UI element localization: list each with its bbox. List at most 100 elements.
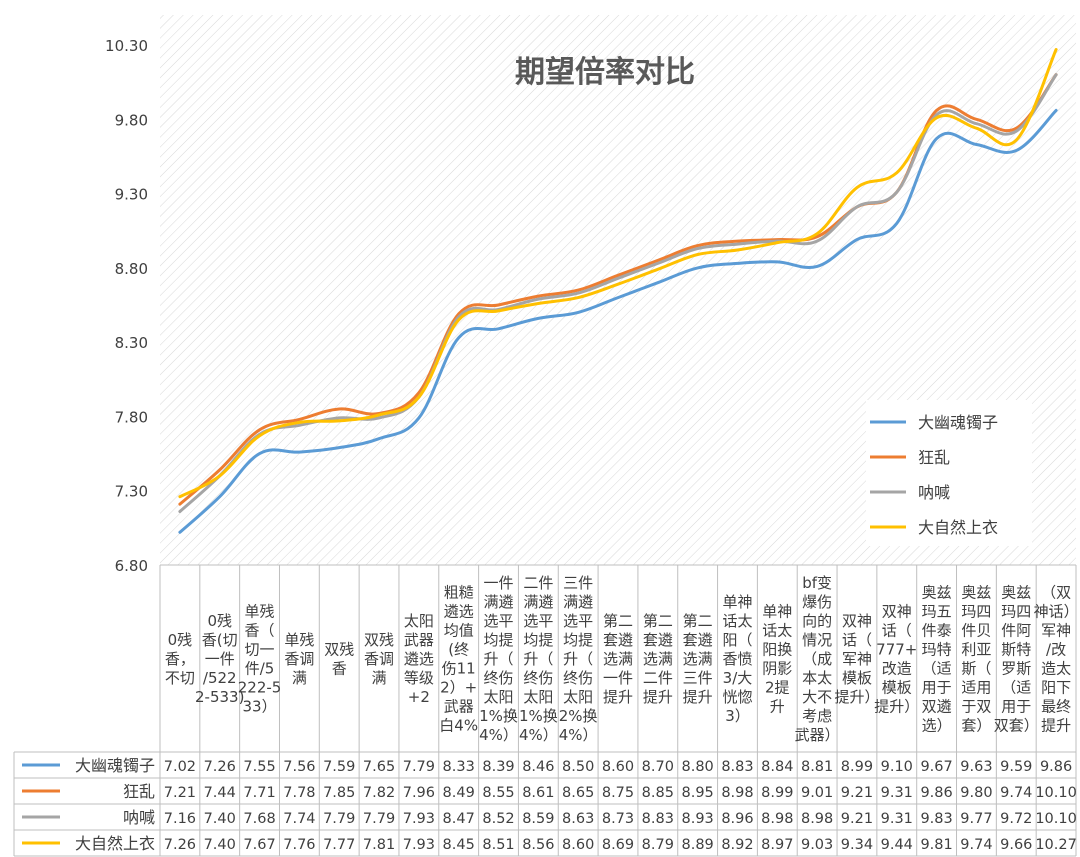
table-cell-value: 8.80 [682,759,714,775]
y-tick-label: 7.30 [115,483,148,501]
table-cell-value: 8.95 [682,785,714,801]
table-cell-value: 8.79 [642,837,674,853]
table-cell-value: 9.34 [841,837,873,853]
x-category-label-line: 情况 [802,631,832,649]
x-category-label-line: 提升 [643,688,673,706]
x-category-label-line: 用于 [922,679,952,697]
table-cell-value: 9.03 [801,837,833,853]
table-cell-value: 10.27 [1035,837,1077,853]
x-category-label-line: 套遴 [683,631,713,649]
table-cell-value: 9.72 [1000,811,1032,827]
x-category-label: 单残香调满 [284,631,314,687]
x-category-label-line: 白4% [439,717,478,735]
x-category-label-line: 不切 [165,669,195,687]
x-category-label-line: 香 [332,660,347,678]
table-cell-value: 8.60 [602,759,634,775]
table-cell-value: 7.76 [283,837,315,853]
table-cell-value: 9.83 [920,811,952,827]
x-category-label-line: 阳（ [722,631,752,649]
x-category-label-line: 均提 [484,631,514,649]
legend-background [866,400,1032,546]
x-category-label: 双残香调满 [364,631,394,687]
y-tick-label: 9.80 [115,111,148,129]
x-category-label-line: 满遴 [563,593,593,611]
x-category-label-line: 2-533) [195,688,244,706]
x-category-label-line: 选满 [603,650,633,668]
x-category-label: 双神话（军神模板提升） [834,612,879,706]
x-category-label-line: 提升 [683,688,713,706]
x-category-label-line: 斯（ [961,660,991,678]
x-category-label-line: 2%换 [559,707,598,725]
x-category-label-line: 套） [961,717,991,735]
x-category-label-line: 奥兹 [922,584,952,602]
x-category-label-line: (终 [448,641,469,659]
table-cell-value: 8.84 [761,759,793,775]
table-cell-value: 9.77 [960,811,992,827]
x-category-label-line: 选满 [643,650,673,668]
x-category-label-line: 话太 [722,612,752,630]
table-cell-value: 8.75 [602,785,634,801]
table-cell-value: 7.55 [243,759,275,775]
x-category-label-line: 双残 [364,631,394,649]
table-cell-value: 8.85 [642,785,674,801]
x-category-label-line: 件贝 [961,622,991,640]
x-category-label: 奥兹玛四件贝利亚斯（适用于双套） [961,584,991,735]
table-row-name: 狂乱 [123,782,155,801]
y-tick-label: 8.30 [115,334,148,352]
table-cell-value: 8.60 [562,837,594,853]
x-category-label-line: 于双 [961,698,991,716]
table-cell-value: 8.55 [482,785,514,801]
x-category-label-line: 考虑 [802,707,832,725]
series-line-3 [178,73,1058,513]
x-category-label-line: （适 [1001,679,1031,697]
x-category-label-line: 用于 [1001,698,1031,716]
x-category-label-line: 太阳 [484,688,514,706]
table-cell-value: 7.93 [403,837,435,853]
table-cell-value: 8.98 [761,811,793,827]
x-category-label-line: 造太 [1041,660,1071,678]
x-category-label: 单神话太阳（香愤 3/大恍惚 3） [722,593,752,725]
x-category-label: 双残香 [324,641,354,678]
table-cell-value: 8.98 [721,785,753,801]
x-category-label-line: 爆伤 [802,593,832,611]
x-category-label: 奥兹玛五件泰玛特（适用于双遴选） [922,584,952,735]
x-category-label-line: +2 [408,688,430,706]
table-cell-value: 8.89 [682,837,714,853]
table-cell-value: 7.65 [363,759,395,775]
table-cell-value: 8.63 [562,811,594,827]
table-row-name: 大幽魂镯子 [75,756,155,775]
x-category-label-line: 恍惚 [722,688,752,706]
x-category-label-line: 选平 [523,612,553,630]
table-cell-value: 10.10 [1035,811,1077,827]
x-category-label-line: 模板 [882,679,912,697]
x-category-label-line: 玛五 [922,603,952,621]
table-cell-value: 8.69 [602,837,634,853]
x-category-label-line: 一件 [603,669,633,687]
table-cell-value: 7.40 [204,837,236,853]
x-category-label-line: 罗斯 [1001,660,1031,678]
table-cell-value: 9.31 [881,785,913,801]
x-category-label-line: 双神 [842,612,872,630]
table-cell-value: 8.99 [841,759,873,775]
x-category-label-line: 选） [922,717,952,735]
x-category-label-line: 2提 [765,679,790,697]
x-category-label-line: 单神 [722,593,752,611]
table-cell-value: 9.44 [881,837,913,853]
x-category-label-line: 提升 [603,688,633,706]
table-cell-value: 7.81 [363,837,395,853]
x-category-label-line: 双套） [994,717,1039,735]
x-category-label-line: 奥兹 [1001,584,1031,602]
x-category-label-line: 升（ [523,650,553,668]
x-category-label-line: 香调 [364,650,394,668]
x-category-label: 0残香，不切 [165,631,195,687]
table-cell-value: 9.81 [920,837,952,853]
legend-label: 大幽魂镯子 [918,413,998,432]
x-category-label-line: 单残 [245,603,275,621]
x-category-label-line: 均值 [444,622,474,640]
x-category-label: 单残香（切一件/5 222-5 33） [238,603,282,716]
x-category-label-line: 第二 [683,612,713,630]
x-category-label-line: 双残 [324,641,354,659]
x-category-label-line: 选满 [683,650,713,668]
x-category-label-line: 0残 [168,631,193,649]
table-cell-value: 7.79 [403,759,435,775]
